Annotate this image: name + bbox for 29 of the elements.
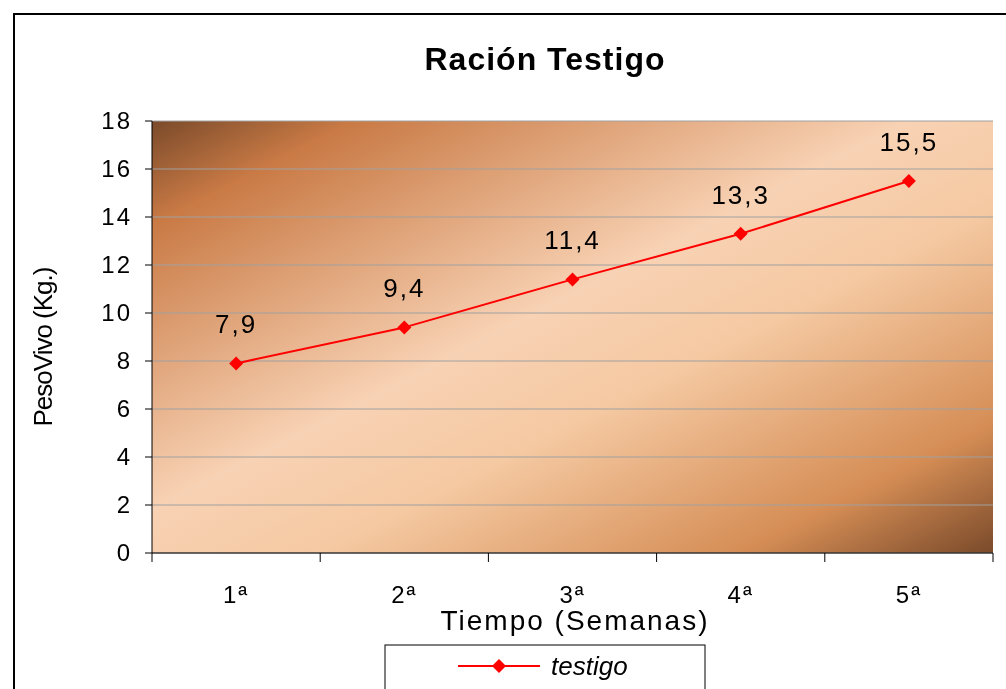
data-label: 7,9 (215, 309, 258, 340)
data-label: 9,4 (383, 273, 426, 304)
y-tick-label: 16 (101, 155, 132, 183)
x-tick-label: 1ª (222, 581, 250, 608)
x-tick-label: 3ª (559, 581, 586, 608)
point (733, 226, 748, 241)
point (397, 320, 412, 335)
point (229, 356, 244, 371)
legend-label: testigo (551, 651, 628, 682)
y-tick-label: 8 (116, 347, 132, 375)
data-label: 13,3 (711, 179, 770, 210)
y-tick-label: 18 (101, 107, 132, 135)
data-label: 15,5 (879, 127, 939, 157)
data-label: 11,4 (544, 225, 601, 256)
y-tick-label: 6 (116, 395, 132, 423)
y-tick-label: 12 (101, 251, 132, 279)
x-tick-label: 5ª (895, 581, 923, 608)
y-tick-label: 2 (116, 491, 132, 519)
x-axis-title: Tiempo (Semanas) (440, 605, 710, 636)
y-tick-label: 10 (101, 299, 132, 327)
y-tick-label: 0 (116, 539, 132, 567)
chart-title: Ración Testigo (424, 41, 666, 77)
point (565, 272, 580, 287)
point (901, 174, 916, 188)
y-axis-title: PesoVivo (Kg.) (28, 267, 58, 427)
y-tick-label: 14 (101, 203, 132, 231)
x-tick-label: 2ª (391, 581, 418, 608)
y-tick-label: 4 (116, 443, 132, 471)
x-tick-label: 4ª (727, 581, 754, 608)
